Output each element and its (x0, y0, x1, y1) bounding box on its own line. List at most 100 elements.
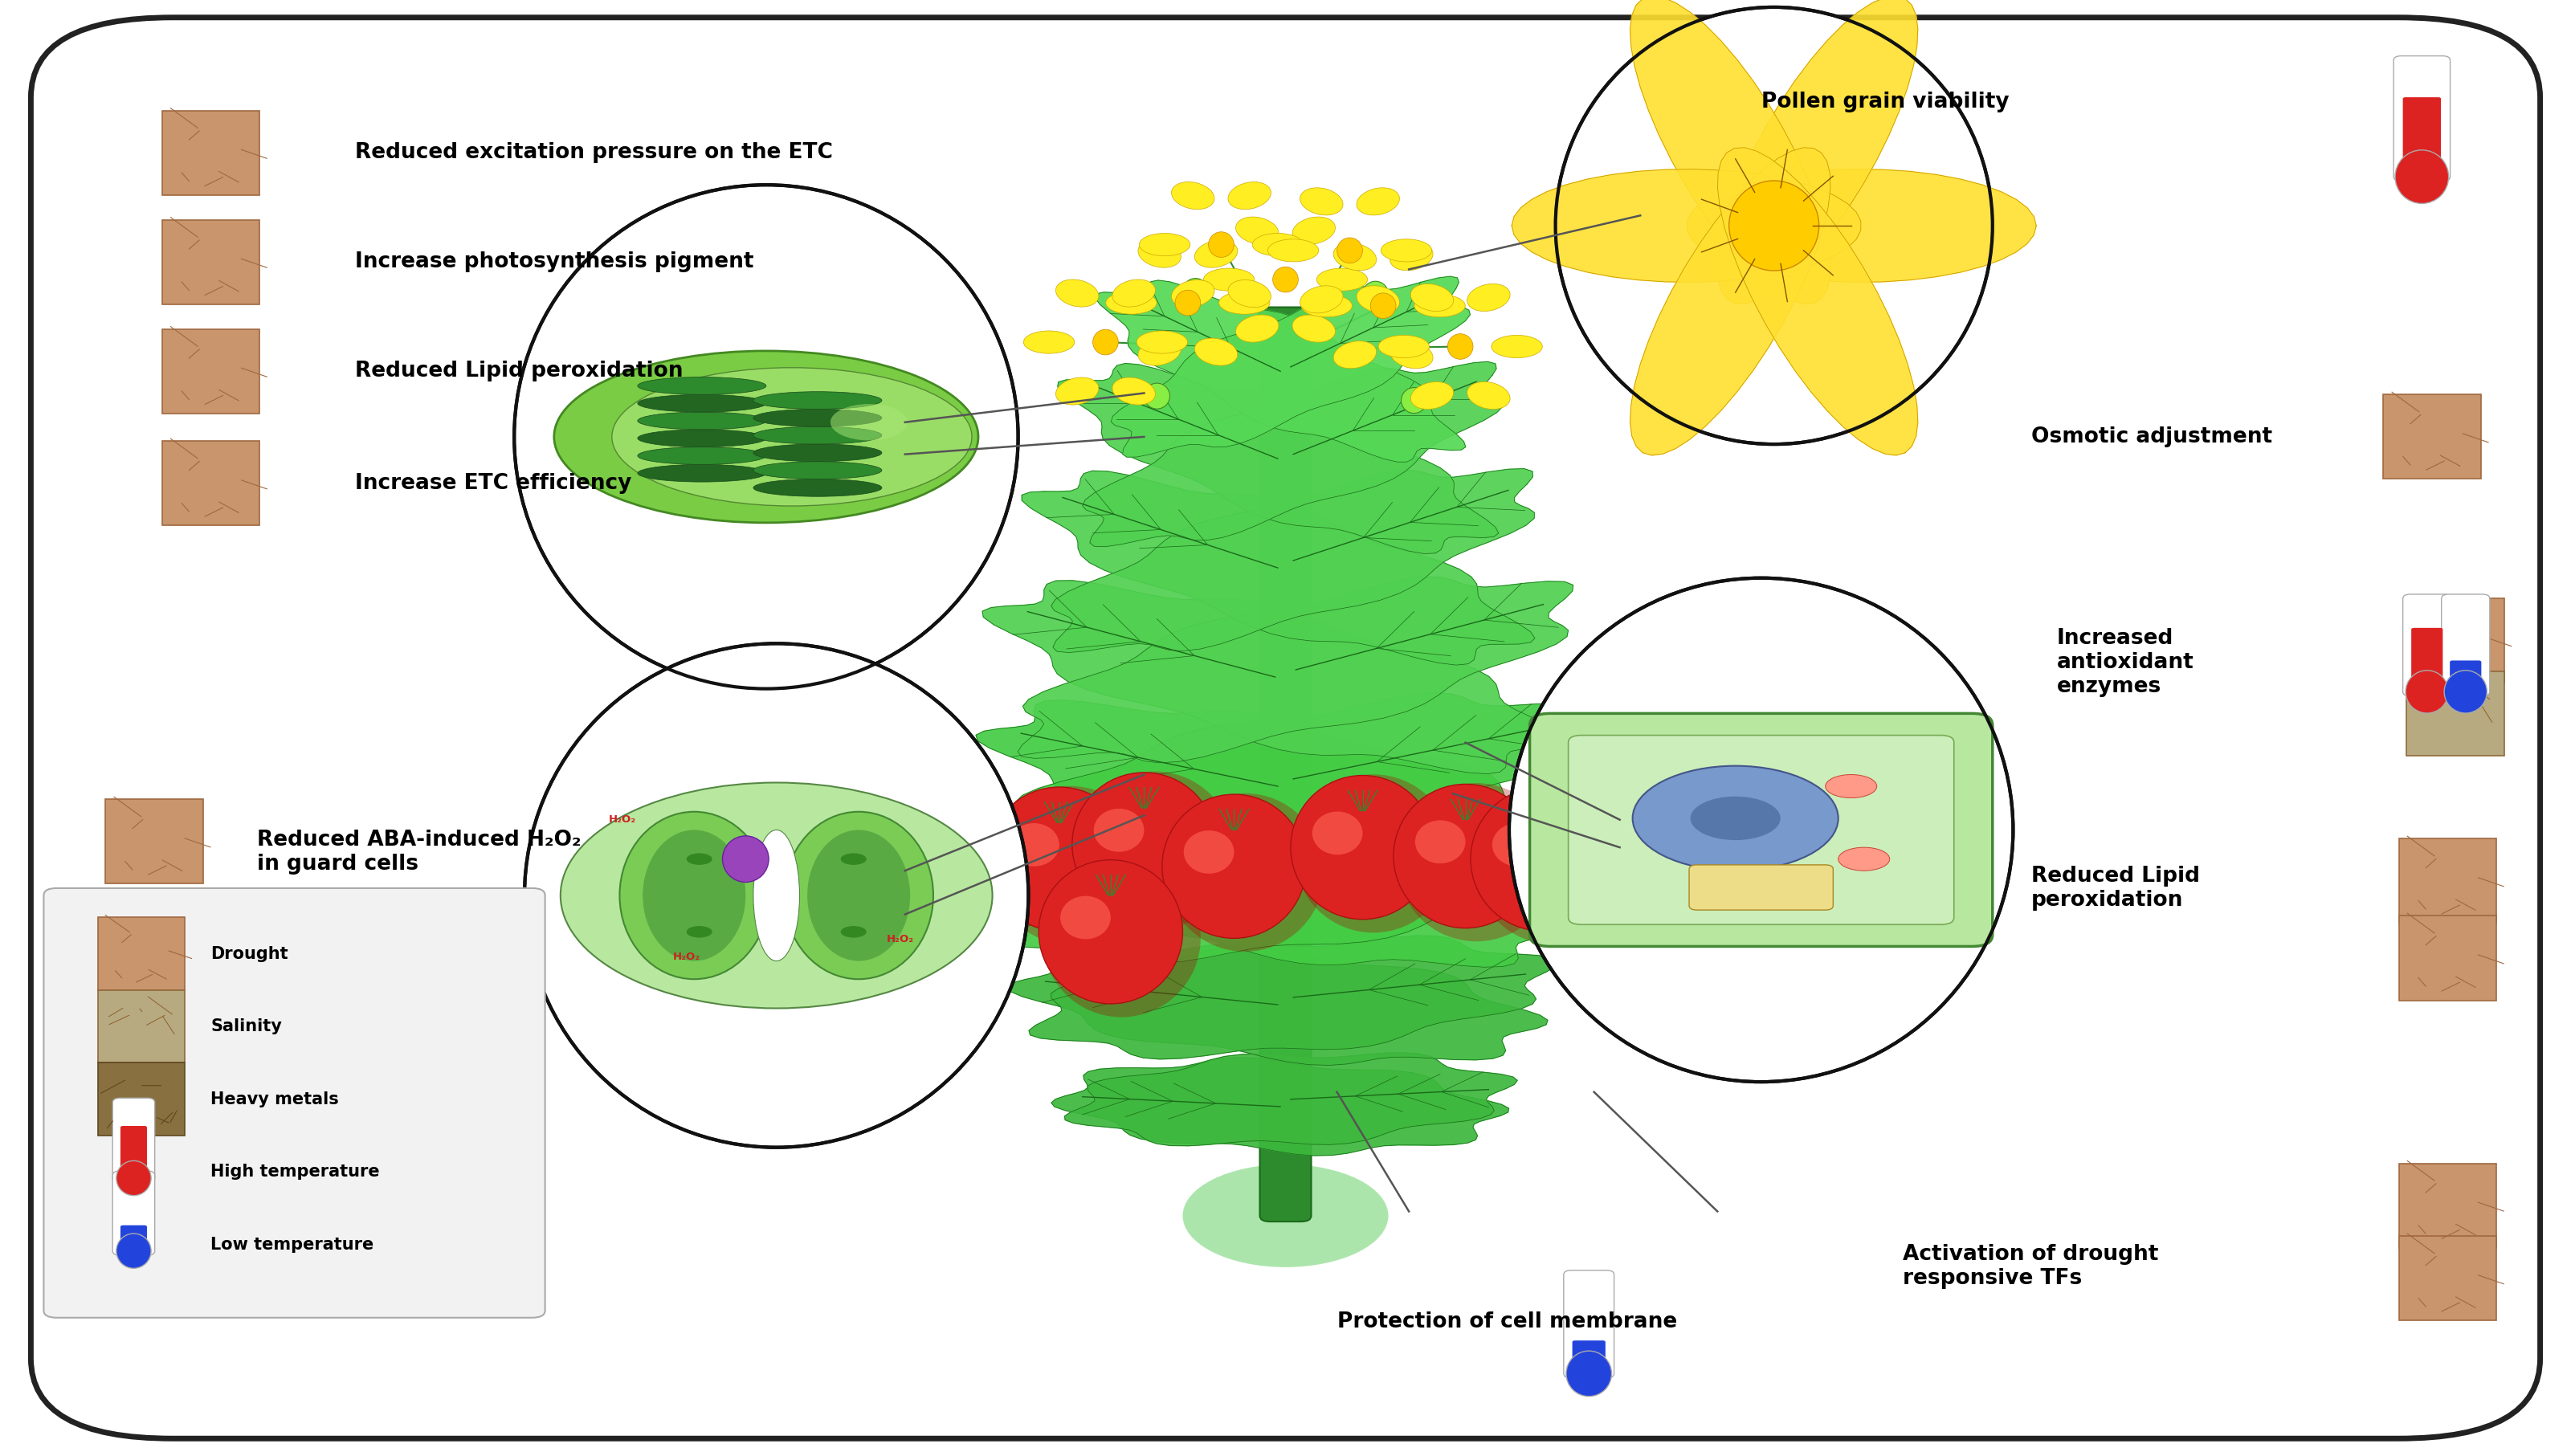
Ellipse shape (116, 1160, 152, 1195)
FancyBboxPatch shape (1530, 713, 1993, 946)
Ellipse shape (1391, 341, 1432, 368)
Ellipse shape (1825, 775, 1877, 798)
Polygon shape (1052, 469, 1535, 652)
Ellipse shape (1301, 294, 1352, 317)
Ellipse shape (1468, 381, 1509, 409)
Text: H₂O₂: H₂O₂ (674, 951, 699, 962)
Polygon shape (1057, 364, 1499, 553)
Text: Pollen grain viability: Pollen grain viability (1761, 92, 2008, 112)
Ellipse shape (1838, 847, 1890, 871)
Ellipse shape (1337, 237, 1363, 264)
Ellipse shape (841, 926, 866, 938)
Ellipse shape (990, 786, 1149, 945)
FancyBboxPatch shape (162, 441, 260, 526)
Polygon shape (982, 581, 1568, 775)
Text: Reduced ABA-induced H₂O₂
in guard cells: Reduced ABA-induced H₂O₂ in guard cells (257, 830, 581, 874)
Text: Increase ETC efficiency: Increase ETC efficiency (355, 473, 632, 494)
Polygon shape (977, 700, 1581, 872)
Ellipse shape (1139, 233, 1190, 256)
Ellipse shape (1059, 895, 1111, 939)
Ellipse shape (1183, 1165, 1388, 1267)
Ellipse shape (1471, 788, 1615, 930)
Ellipse shape (1093, 329, 1118, 355)
Polygon shape (1717, 147, 1918, 456)
FancyBboxPatch shape (98, 917, 185, 990)
Ellipse shape (1291, 776, 1435, 919)
Ellipse shape (2445, 670, 2486, 713)
Ellipse shape (1165, 794, 1324, 952)
Ellipse shape (1509, 578, 2013, 1082)
Ellipse shape (686, 853, 712, 865)
Polygon shape (1008, 943, 1548, 1066)
Ellipse shape (1093, 808, 1144, 852)
FancyBboxPatch shape (2399, 1236, 2496, 1321)
Ellipse shape (1334, 243, 1375, 271)
Polygon shape (1630, 0, 1831, 304)
FancyBboxPatch shape (2412, 628, 2442, 692)
Ellipse shape (753, 830, 800, 961)
Ellipse shape (1023, 331, 1075, 354)
Polygon shape (1687, 169, 2036, 282)
Ellipse shape (620, 812, 769, 978)
Ellipse shape (830, 405, 908, 440)
Ellipse shape (1293, 314, 1334, 342)
FancyBboxPatch shape (2404, 98, 2440, 176)
Ellipse shape (722, 836, 769, 882)
FancyBboxPatch shape (44, 888, 545, 1318)
Ellipse shape (1208, 232, 1234, 258)
Ellipse shape (784, 812, 933, 978)
Ellipse shape (1203, 268, 1255, 291)
FancyBboxPatch shape (105, 799, 203, 884)
Text: Heavy metals: Heavy metals (211, 1091, 339, 1108)
Ellipse shape (686, 926, 712, 938)
Polygon shape (1021, 470, 1535, 665)
Text: Reduced excitation pressure on the ETC: Reduced excitation pressure on the ETC (355, 143, 833, 163)
Ellipse shape (1311, 811, 1363, 855)
Ellipse shape (1072, 773, 1216, 916)
Ellipse shape (1268, 239, 1319, 262)
Polygon shape (1512, 169, 1861, 282)
Ellipse shape (1728, 181, 1820, 271)
Ellipse shape (1008, 823, 1059, 866)
Ellipse shape (753, 392, 882, 409)
Text: Osmotic adjustment: Osmotic adjustment (2031, 427, 2273, 447)
Ellipse shape (1293, 775, 1453, 933)
Ellipse shape (841, 853, 866, 865)
Ellipse shape (1172, 280, 1214, 307)
Ellipse shape (1491, 335, 1543, 358)
Polygon shape (1717, 0, 1918, 304)
Ellipse shape (1378, 335, 1429, 358)
Ellipse shape (1113, 377, 1154, 405)
Ellipse shape (560, 783, 992, 1008)
Ellipse shape (1692, 796, 1779, 840)
FancyBboxPatch shape (121, 1226, 147, 1251)
Ellipse shape (1411, 284, 1453, 312)
Ellipse shape (753, 462, 882, 479)
Ellipse shape (1414, 294, 1465, 317)
Ellipse shape (1473, 786, 1633, 945)
Ellipse shape (1057, 280, 1098, 307)
Ellipse shape (1393, 785, 1537, 927)
Ellipse shape (1381, 239, 1432, 262)
Text: High temperature: High temperature (211, 1163, 381, 1181)
Ellipse shape (807, 830, 910, 961)
Ellipse shape (1113, 280, 1154, 307)
Ellipse shape (1401, 387, 1427, 414)
Ellipse shape (638, 464, 766, 482)
Ellipse shape (514, 185, 1018, 689)
Ellipse shape (1414, 820, 1465, 863)
Ellipse shape (1491, 823, 1543, 866)
FancyBboxPatch shape (2399, 1163, 2496, 1248)
Ellipse shape (1633, 766, 1838, 871)
Ellipse shape (638, 395, 766, 412)
FancyBboxPatch shape (98, 1063, 185, 1136)
FancyBboxPatch shape (2450, 661, 2481, 692)
Ellipse shape (1357, 285, 1399, 313)
Ellipse shape (1566, 1351, 1612, 1396)
Ellipse shape (1183, 830, 1234, 874)
Polygon shape (1064, 1053, 1517, 1146)
Ellipse shape (1301, 285, 1342, 313)
Ellipse shape (1391, 243, 1432, 271)
Ellipse shape (612, 368, 972, 507)
Text: Reduced Lipid
peroxidation: Reduced Lipid peroxidation (2031, 866, 2201, 910)
